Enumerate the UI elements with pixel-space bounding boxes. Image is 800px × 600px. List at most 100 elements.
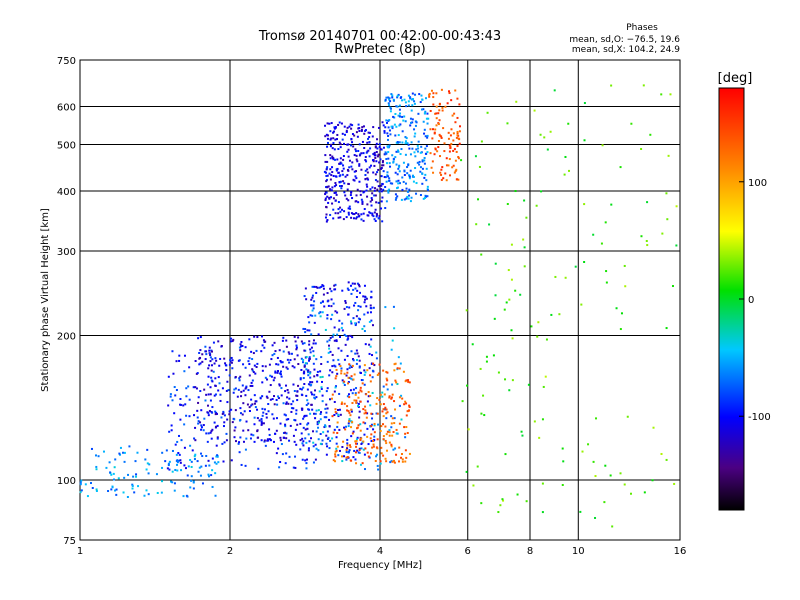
data-point — [356, 436, 359, 439]
data-point — [367, 455, 370, 458]
data-point — [665, 192, 668, 195]
data-point — [176, 459, 179, 462]
data-point — [252, 371, 255, 374]
data-point — [189, 486, 192, 489]
data-point — [198, 466, 201, 469]
data-point — [595, 417, 598, 420]
data-point — [367, 137, 370, 140]
data-point — [260, 417, 263, 420]
data-point — [314, 397, 317, 400]
data-point — [79, 491, 82, 494]
data-point — [310, 403, 313, 406]
data-point — [221, 412, 224, 415]
data-point — [305, 441, 308, 444]
data-point — [286, 367, 289, 370]
data-point — [379, 460, 382, 463]
data-point — [113, 466, 116, 469]
data-point — [251, 358, 254, 361]
data-point — [405, 402, 408, 405]
data-point — [355, 362, 358, 365]
data-point — [367, 443, 370, 446]
data-point — [385, 200, 388, 203]
data-point — [274, 350, 277, 353]
data-point — [365, 160, 368, 163]
data-point — [646, 201, 649, 204]
data-point — [675, 244, 678, 247]
data-point — [467, 428, 470, 431]
data-point — [380, 190, 383, 193]
data-point — [390, 443, 393, 446]
data-point — [485, 355, 488, 358]
data-point — [332, 302, 335, 305]
data-point — [382, 164, 385, 167]
data-point — [404, 400, 407, 403]
data-point — [382, 403, 385, 406]
data-point — [401, 458, 404, 461]
data-point — [362, 440, 365, 443]
data-point — [305, 394, 308, 397]
data-point — [381, 164, 384, 167]
data-point — [357, 355, 360, 358]
data-point — [217, 389, 220, 392]
data-point — [272, 417, 275, 420]
data-point — [387, 96, 390, 99]
data-point — [410, 98, 413, 101]
data-point — [264, 340, 267, 343]
data-point — [267, 410, 270, 413]
data-point — [350, 350, 353, 353]
data-point — [675, 205, 678, 208]
data-point — [579, 510, 582, 513]
data-point — [358, 447, 361, 450]
data-point — [388, 119, 391, 122]
data-point — [388, 129, 391, 132]
data-point — [347, 148, 350, 151]
data-point — [376, 453, 379, 456]
data-point — [341, 401, 344, 404]
data-point — [311, 296, 314, 299]
data-point — [334, 377, 337, 380]
data-point — [407, 94, 410, 97]
data-point — [303, 370, 306, 373]
data-point — [361, 327, 364, 330]
data-point — [356, 289, 359, 292]
data-point — [368, 141, 371, 144]
data-point — [194, 386, 197, 389]
data-point — [344, 194, 347, 197]
data-point — [248, 410, 251, 413]
data-point — [334, 455, 337, 458]
data-point — [315, 285, 318, 288]
data-point — [197, 337, 200, 340]
data-point — [302, 440, 305, 443]
data-point — [371, 376, 374, 379]
data-point — [329, 188, 332, 191]
data-point — [326, 141, 329, 144]
data-point — [347, 393, 350, 396]
data-point — [191, 449, 194, 452]
data-point — [320, 285, 323, 288]
data-point — [643, 491, 646, 494]
data-point — [285, 366, 288, 369]
data-point — [282, 402, 285, 405]
data-point — [366, 141, 369, 144]
data-point — [324, 160, 327, 163]
data-point — [448, 158, 451, 161]
data-point — [523, 246, 526, 249]
data-point — [357, 391, 360, 394]
data-point — [366, 400, 369, 403]
data-point — [343, 372, 346, 375]
data-point — [356, 188, 359, 191]
data-point — [209, 386, 212, 389]
data-point — [357, 123, 360, 126]
data-point — [302, 361, 305, 364]
data-point — [340, 372, 343, 375]
data-point — [301, 407, 304, 410]
data-point — [345, 131, 348, 134]
data-point — [376, 397, 379, 400]
data-point — [347, 422, 350, 425]
data-point — [331, 335, 334, 338]
data-point — [311, 285, 314, 288]
data-point — [332, 359, 335, 362]
data-point — [370, 412, 373, 415]
